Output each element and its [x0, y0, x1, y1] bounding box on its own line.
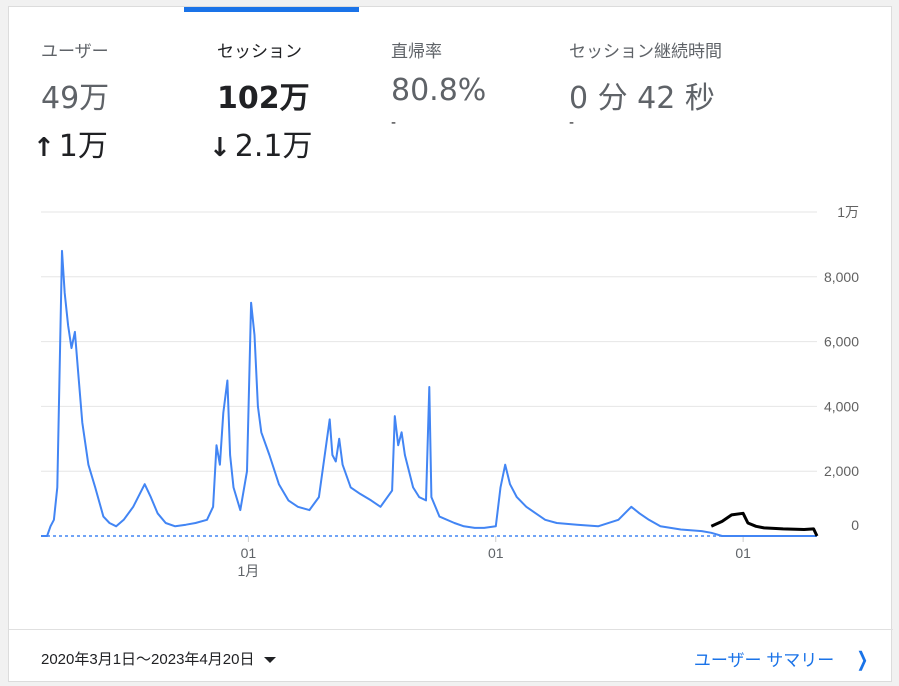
date-range-label: 2020年3月1日～2023年4月20日 — [41, 651, 255, 668]
tab-bounce-rate-value: 80.8% — [391, 73, 487, 108]
y-tick-label: 6,000 — [824, 334, 859, 350]
tab-session-duration[interactable]: セッション継続時間 0 分 42 秒 - — [569, 7, 789, 167]
tab-users-value: 49万 — [41, 81, 110, 116]
x-tick-label: 01 — [241, 545, 257, 561]
tab-users-title: ユーザー — [41, 42, 109, 62]
tab-users-change-value: 1万 — [58, 129, 108, 164]
chart-gridlines — [41, 211, 817, 537]
selected-tab-indicator — [184, 7, 359, 12]
tab-sessions-title: セッション — [217, 42, 302, 62]
sessions-line-chart: 0 2,000 4,000 6,000 8,000 1万 01 1月 01 01 — [41, 204, 859, 579]
y-tick-label: 4,000 — [824, 398, 859, 414]
sessions-series-line — [41, 249, 817, 537]
tab-session-duration-title: セッション継続時間 — [569, 42, 722, 62]
y-tick-label: 1万 — [837, 204, 859, 220]
down-arrow-icon: ↓ — [209, 133, 231, 163]
tab-sessions[interactable]: セッション 102万 ↓ 2.1万 — [209, 7, 367, 167]
tab-bounce-rate-title: 直帰率 — [391, 42, 442, 62]
tab-bounce-rate-change: - — [391, 115, 397, 131]
tab-sessions-change: ↓ 2.1万 — [209, 121, 313, 165]
x-tick-label: 01 — [488, 545, 504, 561]
tab-session-duration-value: 0 分 42 秒 — [569, 81, 715, 116]
user-summary-link[interactable]: ユーザー サマリー ❯ — [694, 646, 871, 672]
dropdown-caret-icon — [264, 657, 277, 664]
tab-users[interactable]: ユーザー 49万 ↑ 1万 — [33, 7, 191, 167]
tab-sessions-value: 102万 — [217, 81, 310, 116]
chart-y-axis: 0 2,000 4,000 6,000 8,000 1万 — [824, 204, 859, 533]
user-summary-label: ユーザー サマリー — [693, 651, 835, 670]
comparison-series-line — [710, 511, 819, 537]
overview-card: ユーザー 49万 ↑ 1万 セッション 102万 ↓ 2.1万 直帰率 80.8% … — [8, 6, 893, 684]
y-tick-label: 8,000 — [824, 269, 859, 285]
x-tick-label: 01 — [735, 545, 751, 561]
y-tick-label: 0 — [851, 517, 859, 533]
chart-series — [41, 249, 819, 537]
tab-sessions-change-value: 2.1万 — [234, 129, 313, 164]
tab-session-duration-change: - — [569, 115, 575, 131]
x-tick-sublabel: 1月 — [237, 563, 259, 579]
up-arrow-icon: ↑ — [33, 133, 55, 163]
tab-bounce-rate[interactable]: 直帰率 80.8% - — [391, 7, 551, 167]
y-tick-label: 2,000 — [824, 463, 859, 479]
tab-users-change: ↑ 1万 — [33, 121, 108, 165]
metric-tabs: ユーザー 49万 ↑ 1万 セッション 102万 ↓ 2.1万 直帰率 80.8% … — [9, 7, 893, 177]
date-range-selector[interactable]: 2020年3月1日～2023年4月20日 — [41, 648, 277, 669]
chart-x-axis: 01 1月 01 01 — [237, 536, 751, 579]
chevron-right-icon: ❯ — [856, 649, 869, 671]
card-footer: 2020年3月1日～2023年4月20日 ユーザー サマリー ❯ — [9, 629, 893, 684]
